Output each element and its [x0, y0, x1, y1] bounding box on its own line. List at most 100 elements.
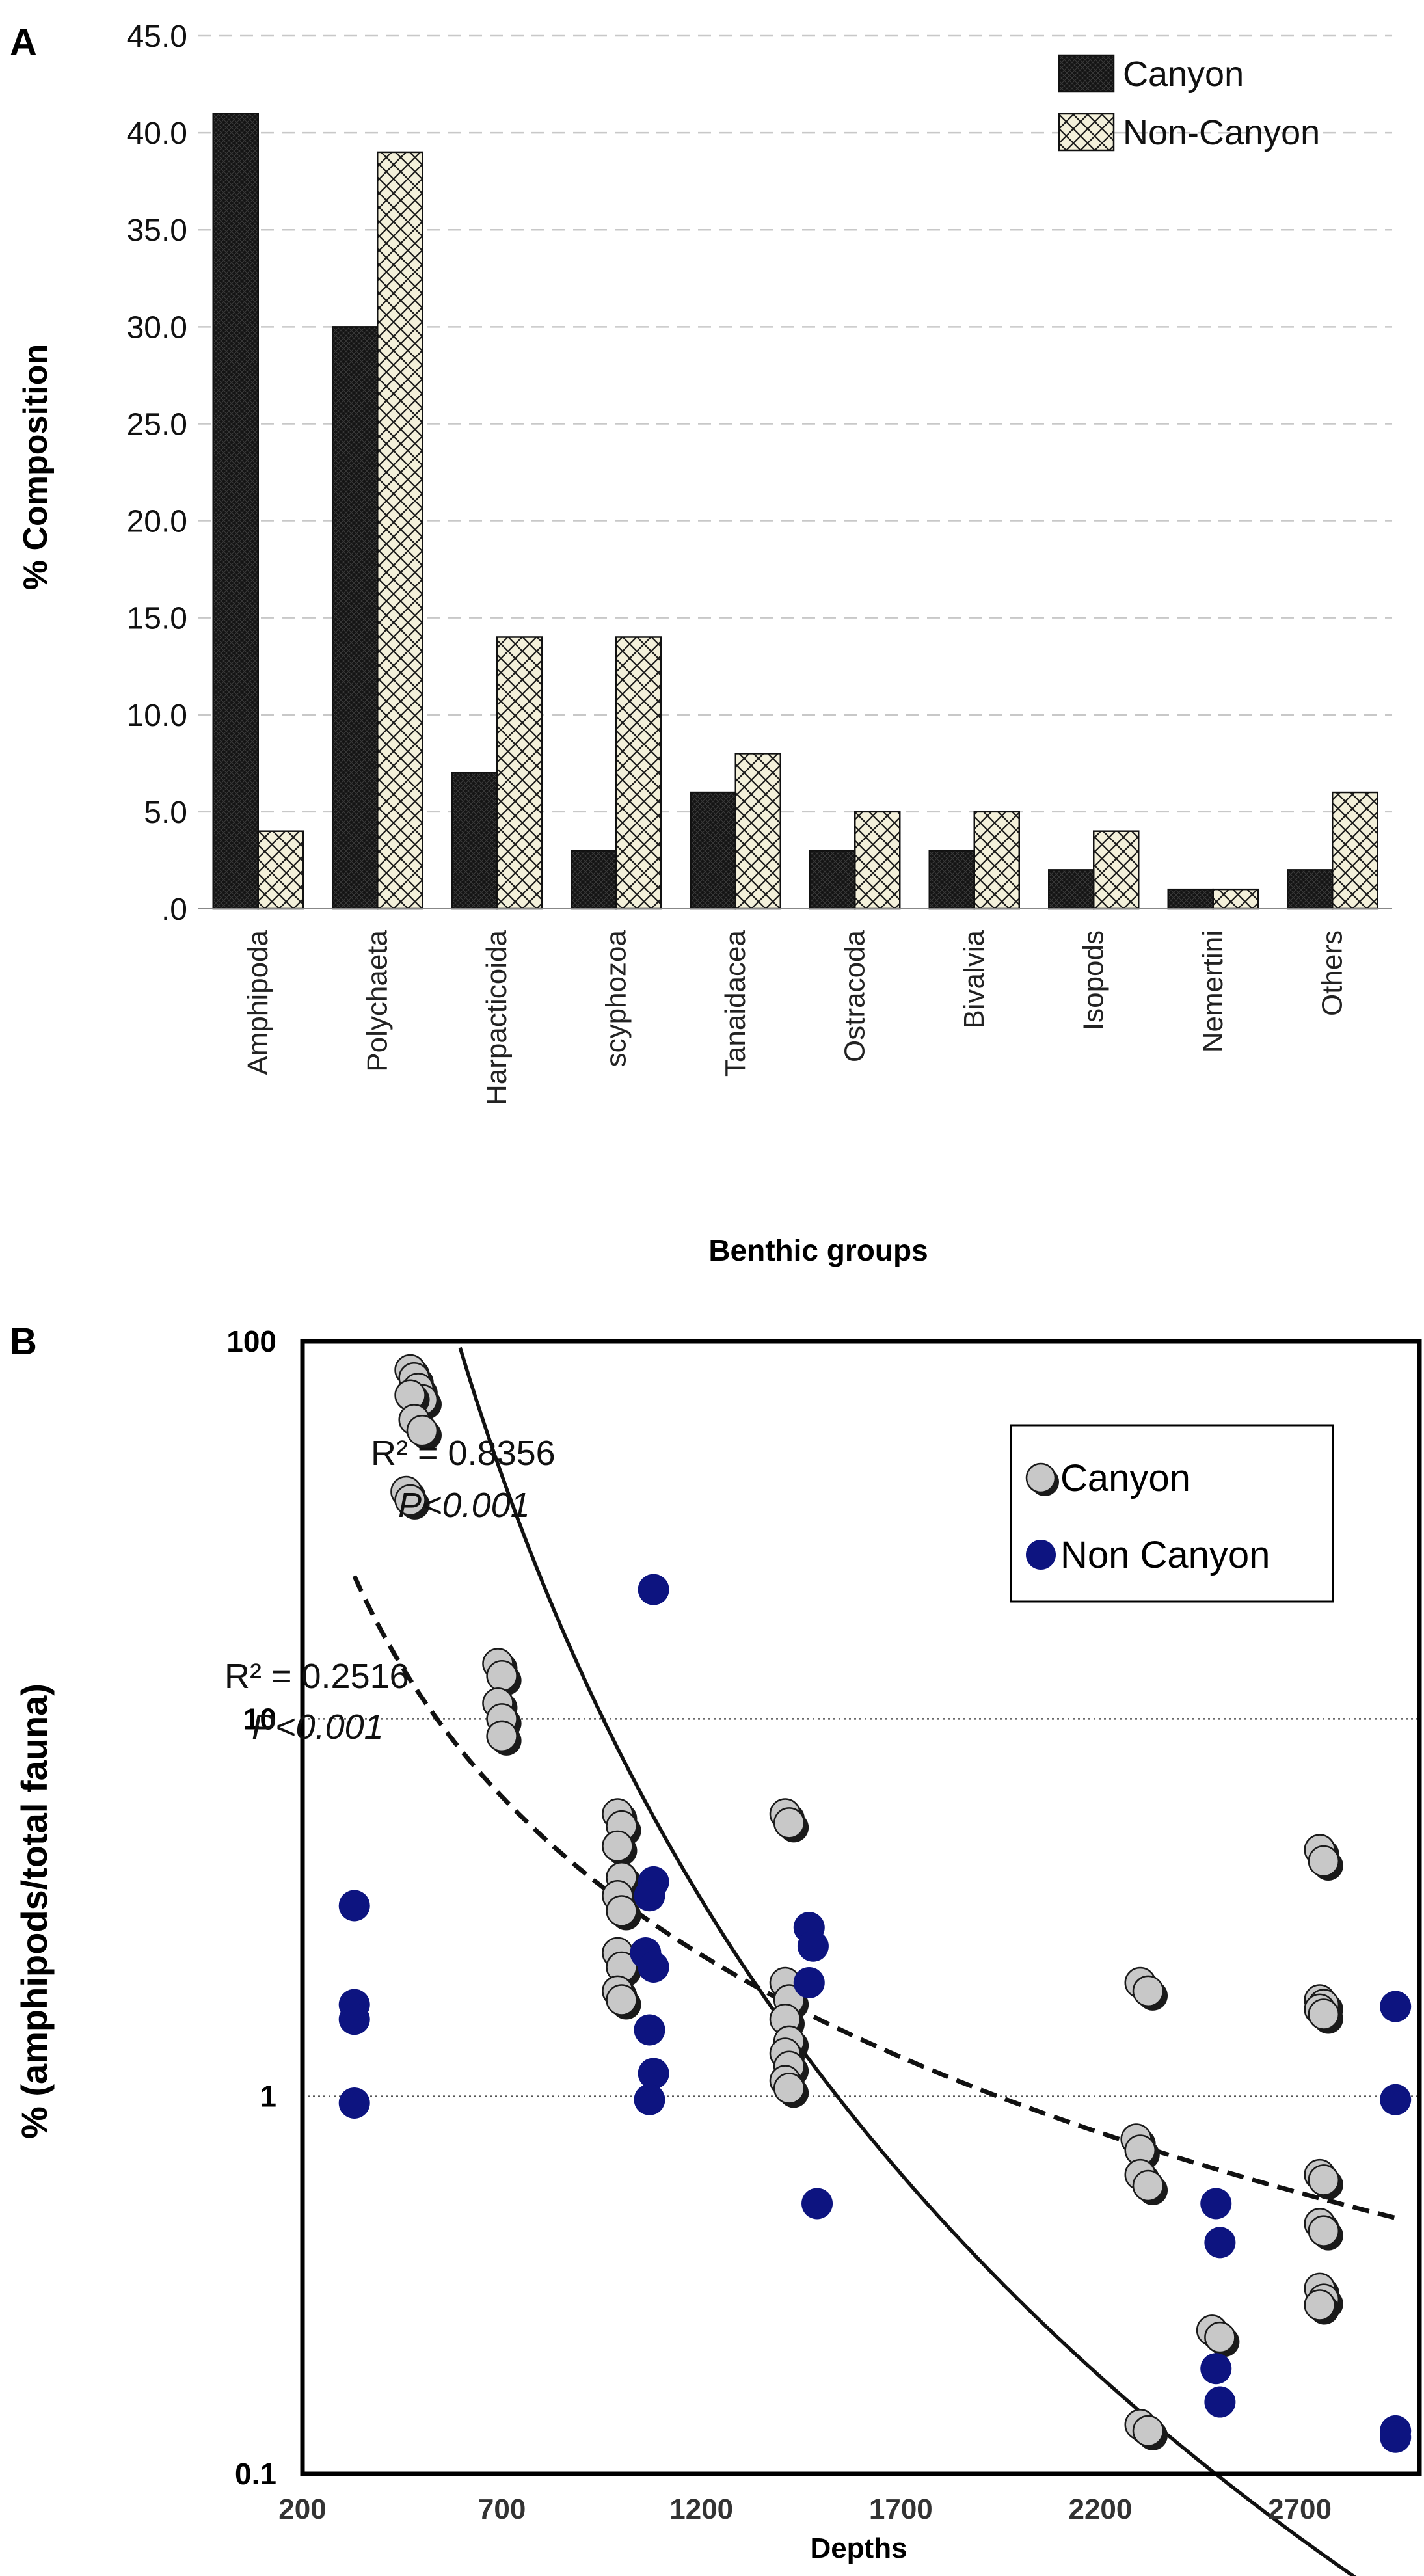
- point-non-canyon: [793, 1966, 825, 1998]
- panel-b-legend: Canyon Non Canyon: [1010, 1424, 1334, 1603]
- panel-b-x-tick-label: 2700: [1268, 2493, 1332, 2525]
- point-non-canyon: [797, 1930, 829, 1962]
- panel-b-x-tick-label: 700: [478, 2493, 526, 2525]
- fit-r2-label: R² = 0.2516: [224, 1657, 409, 1696]
- bar-non-canyon: [257, 830, 304, 910]
- bar-canyon: [332, 326, 379, 910]
- bar-non-canyon: [1332, 791, 1378, 910]
- panel-b-x-tick-label: 2200: [1068, 2493, 1132, 2525]
- point-canyon: [606, 1984, 638, 2016]
- point-non-canyon: [634, 1880, 665, 1912]
- bar-non-canyon: [1212, 888, 1259, 910]
- bar-canyon: [451, 771, 498, 910]
- legend-marker-canyon: [1025, 1462, 1056, 1494]
- bar-canyon: [1167, 888, 1214, 910]
- point-canyon: [406, 1415, 438, 1447]
- point-canyon: [1308, 2215, 1340, 2247]
- bar-canyon: [809, 850, 856, 910]
- bar-non-canyon: [1093, 830, 1140, 910]
- panel-a-x-axis-label: Benthic groups: [708, 1233, 928, 1267]
- panel-a-y-tick-label: 5.0: [144, 796, 187, 830]
- point-non-canyon: [634, 2014, 665, 2046]
- bar-non-canyon: [854, 811, 901, 910]
- panel-b: B 0.1 1 10 100 200 700 1200 1700 2200 2700 % (am…: [10, 1321, 1422, 2576]
- point-canyon: [773, 2073, 805, 2104]
- point-canyon: [1132, 1975, 1164, 2007]
- panel-a-legend-swatch: [1058, 54, 1115, 93]
- point-non-canyon: [638, 1951, 669, 1983]
- panel-b-x-tick-label: 1700: [869, 2493, 933, 2525]
- panel-a-y-tick-label: 45.0: [127, 20, 187, 54]
- bar-canyon: [212, 113, 259, 910]
- panel-b-y-tick-label: 0.1: [235, 2457, 276, 2491]
- panel-a-y-tick-labels: .0 5.0 10.0 15.0 20.0 25.0 30.0 35.0 40.0 45.0: [127, 20, 187, 927]
- panel-b-y-axis-label: % (amphipods/total fauna): [14, 1684, 55, 2139]
- point-non-canyon: [1380, 2084, 1412, 2115]
- panel-a-x-tick-label: Amphipoda: [242, 930, 274, 1075]
- point-non-canyon: [638, 1574, 669, 1605]
- point-canyon: [1204, 2321, 1236, 2354]
- point-non-canyon: [1204, 2227, 1236, 2259]
- panel-a-legend-label: Non-Canyon: [1123, 113, 1320, 152]
- point-non-canyon: [801, 2188, 833, 2220]
- bar-canyon: [1287, 869, 1334, 910]
- panel-a-x-tick-labels: Amphipoda Polychaeta Harpacticoida scyphozo…: [242, 930, 1349, 1105]
- point-canyon: [486, 1659, 518, 1692]
- panel-a-x-tick-label: Polychaeta: [361, 930, 393, 1071]
- panel-b-points: [338, 1354, 1412, 2453]
- panel-a-y-tick-label: 40.0: [127, 116, 187, 151]
- bar-non-canyon: [377, 151, 423, 910]
- panel-b-legend-label: Canyon: [1060, 1457, 1190, 1499]
- panel-a-x-tick-label: Tanaidacea: [719, 930, 751, 1077]
- fit-p-value-label: P<0.001: [252, 1708, 384, 1747]
- panel-a-bars: [212, 113, 1378, 910]
- point-non-canyon: [1200, 2188, 1232, 2220]
- panel-b-gridlines: [302, 1718, 1419, 2097]
- panel-b-y-tick-labels: 0.1 1 10 100: [226, 1324, 276, 2491]
- point-non-canyon: [634, 2084, 665, 2115]
- panel-a-letter: A: [10, 21, 37, 64]
- panel-a-y-tick-label: 25.0: [127, 407, 187, 442]
- point-non-canyon: [1200, 2353, 1232, 2385]
- bar-canyon: [690, 791, 736, 910]
- panel-b-x-axis-label: Depths: [810, 2532, 907, 2564]
- panel-a-y-tick-label: 10.0: [127, 699, 187, 733]
- point-canyon: [606, 1895, 638, 1927]
- panel-b-x-tick-label: 1200: [669, 2493, 733, 2525]
- fit-curve-non-canyon: [352, 1575, 1396, 2220]
- panel-b-x-tick-label: 200: [278, 2493, 326, 2525]
- panel-b-fit-annotations: R² = 0.8356 P<0.001 R² = 0.2516 P<0.001: [224, 1434, 556, 1747]
- panel-a-y-tick-label: 30.0: [127, 310, 187, 345]
- point-non-canyon: [1380, 2421, 1412, 2453]
- bar-canyon: [1048, 869, 1095, 910]
- point-non-canyon: [1204, 2386, 1236, 2418]
- bar-non-canyon: [734, 753, 781, 910]
- panel-b-y-tick-label: 100: [226, 1324, 276, 1358]
- point-canyon: [1308, 1845, 1340, 1877]
- panel-b-letter: B: [10, 1321, 37, 1363]
- point-canyon: [1308, 1998, 1340, 2030]
- panel-b-fit-curves: [352, 1347, 1396, 2576]
- bar-non-canyon: [973, 811, 1020, 910]
- panel-a-x-tick-label: Ostracoda: [839, 930, 870, 1062]
- panel-a-x-tick-label: Nemertini: [1197, 930, 1229, 1053]
- panel-a-x-tick-label: Bivalvia: [958, 930, 990, 1028]
- panel-a-x-tick-label: scyphozoa: [600, 930, 632, 1067]
- panel-a-y-tick-label: 35.0: [127, 213, 187, 248]
- point-canyon: [602, 1830, 634, 1862]
- point-non-canyon: [338, 2087, 370, 2119]
- point-canyon: [1304, 2289, 1336, 2321]
- point-non-canyon: [1380, 1991, 1412, 2022]
- panel-a-x-tick-label: Harpacticoida: [481, 930, 513, 1105]
- point-non-canyon: [338, 1890, 370, 1922]
- point-non-canyon: [338, 2004, 370, 2035]
- panel-a-y-tick-label: 15.0: [127, 602, 187, 636]
- bar-non-canyon: [496, 636, 543, 910]
- panel-a-y-tick-label: .0: [161, 892, 187, 927]
- panel-b-y-tick-label: 10: [243, 1702, 276, 1736]
- point-canyon: [1132, 2415, 1164, 2447]
- panel-b-y-tick-label: 1: [260, 2080, 276, 2113]
- panel-b-plot-frame: [300, 1339, 1422, 2476]
- point-canyon: [394, 1484, 426, 1516]
- panel-a-legend: Canyon Non-Canyon: [1058, 54, 1320, 152]
